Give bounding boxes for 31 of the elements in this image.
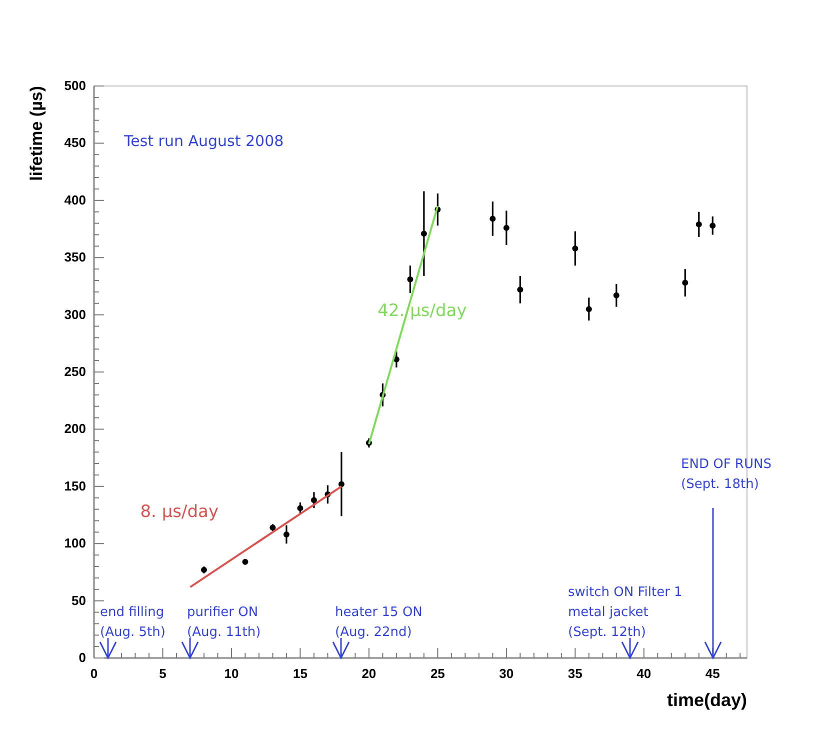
annotation: purifier ON (Aug. 11th) xyxy=(187,605,261,640)
y-tick-label: 350 xyxy=(64,250,86,265)
x-tick-label: 40 xyxy=(636,666,652,681)
x-axis-title: time(day) xyxy=(666,690,748,710)
annotation: end filling (Aug. 5th) xyxy=(100,605,166,640)
x-tick-label: 10 xyxy=(224,666,239,681)
x-tick-label: 30 xyxy=(499,666,514,681)
y-tick-label: 300 xyxy=(64,306,86,322)
y-tick-label: 500 xyxy=(64,78,86,93)
series-label: 42. µs/day xyxy=(378,301,467,322)
x-tick-label: 20 xyxy=(362,666,376,681)
y-tick-label: 400 xyxy=(64,192,86,208)
x-tick-label: 5 xyxy=(159,666,166,681)
text: 8. µs/day xyxy=(140,502,219,522)
x-tick-label: 45 xyxy=(705,666,720,681)
x-tick-label: 25 xyxy=(430,666,445,681)
y-tick-label: 0 xyxy=(78,650,86,665)
y-tick-label: 50 xyxy=(72,592,86,608)
y-tick-label: 150 xyxy=(64,478,86,494)
x-tick-label: 0 xyxy=(90,666,98,681)
annotation: END OF RUNS (Sept. 18th) xyxy=(681,457,772,492)
annotation: switch ON Filter 1 metal jacket (Sept. 12th) xyxy=(568,585,682,640)
x-tick-label: 15 xyxy=(292,666,308,681)
x-tick-label: 35 xyxy=(568,666,582,681)
y-tick-label: 100 xyxy=(64,536,86,551)
y-tick-label: 250 xyxy=(64,364,86,379)
y-tick-label: 200 xyxy=(64,421,86,436)
annotation: heater 15 ON (Aug. 22nd) xyxy=(335,605,422,640)
y-axis-title: lifetime (µs) xyxy=(27,86,46,181)
annotation: Test run August 2008 xyxy=(123,132,284,150)
y-tick-label: 450 xyxy=(64,135,86,150)
